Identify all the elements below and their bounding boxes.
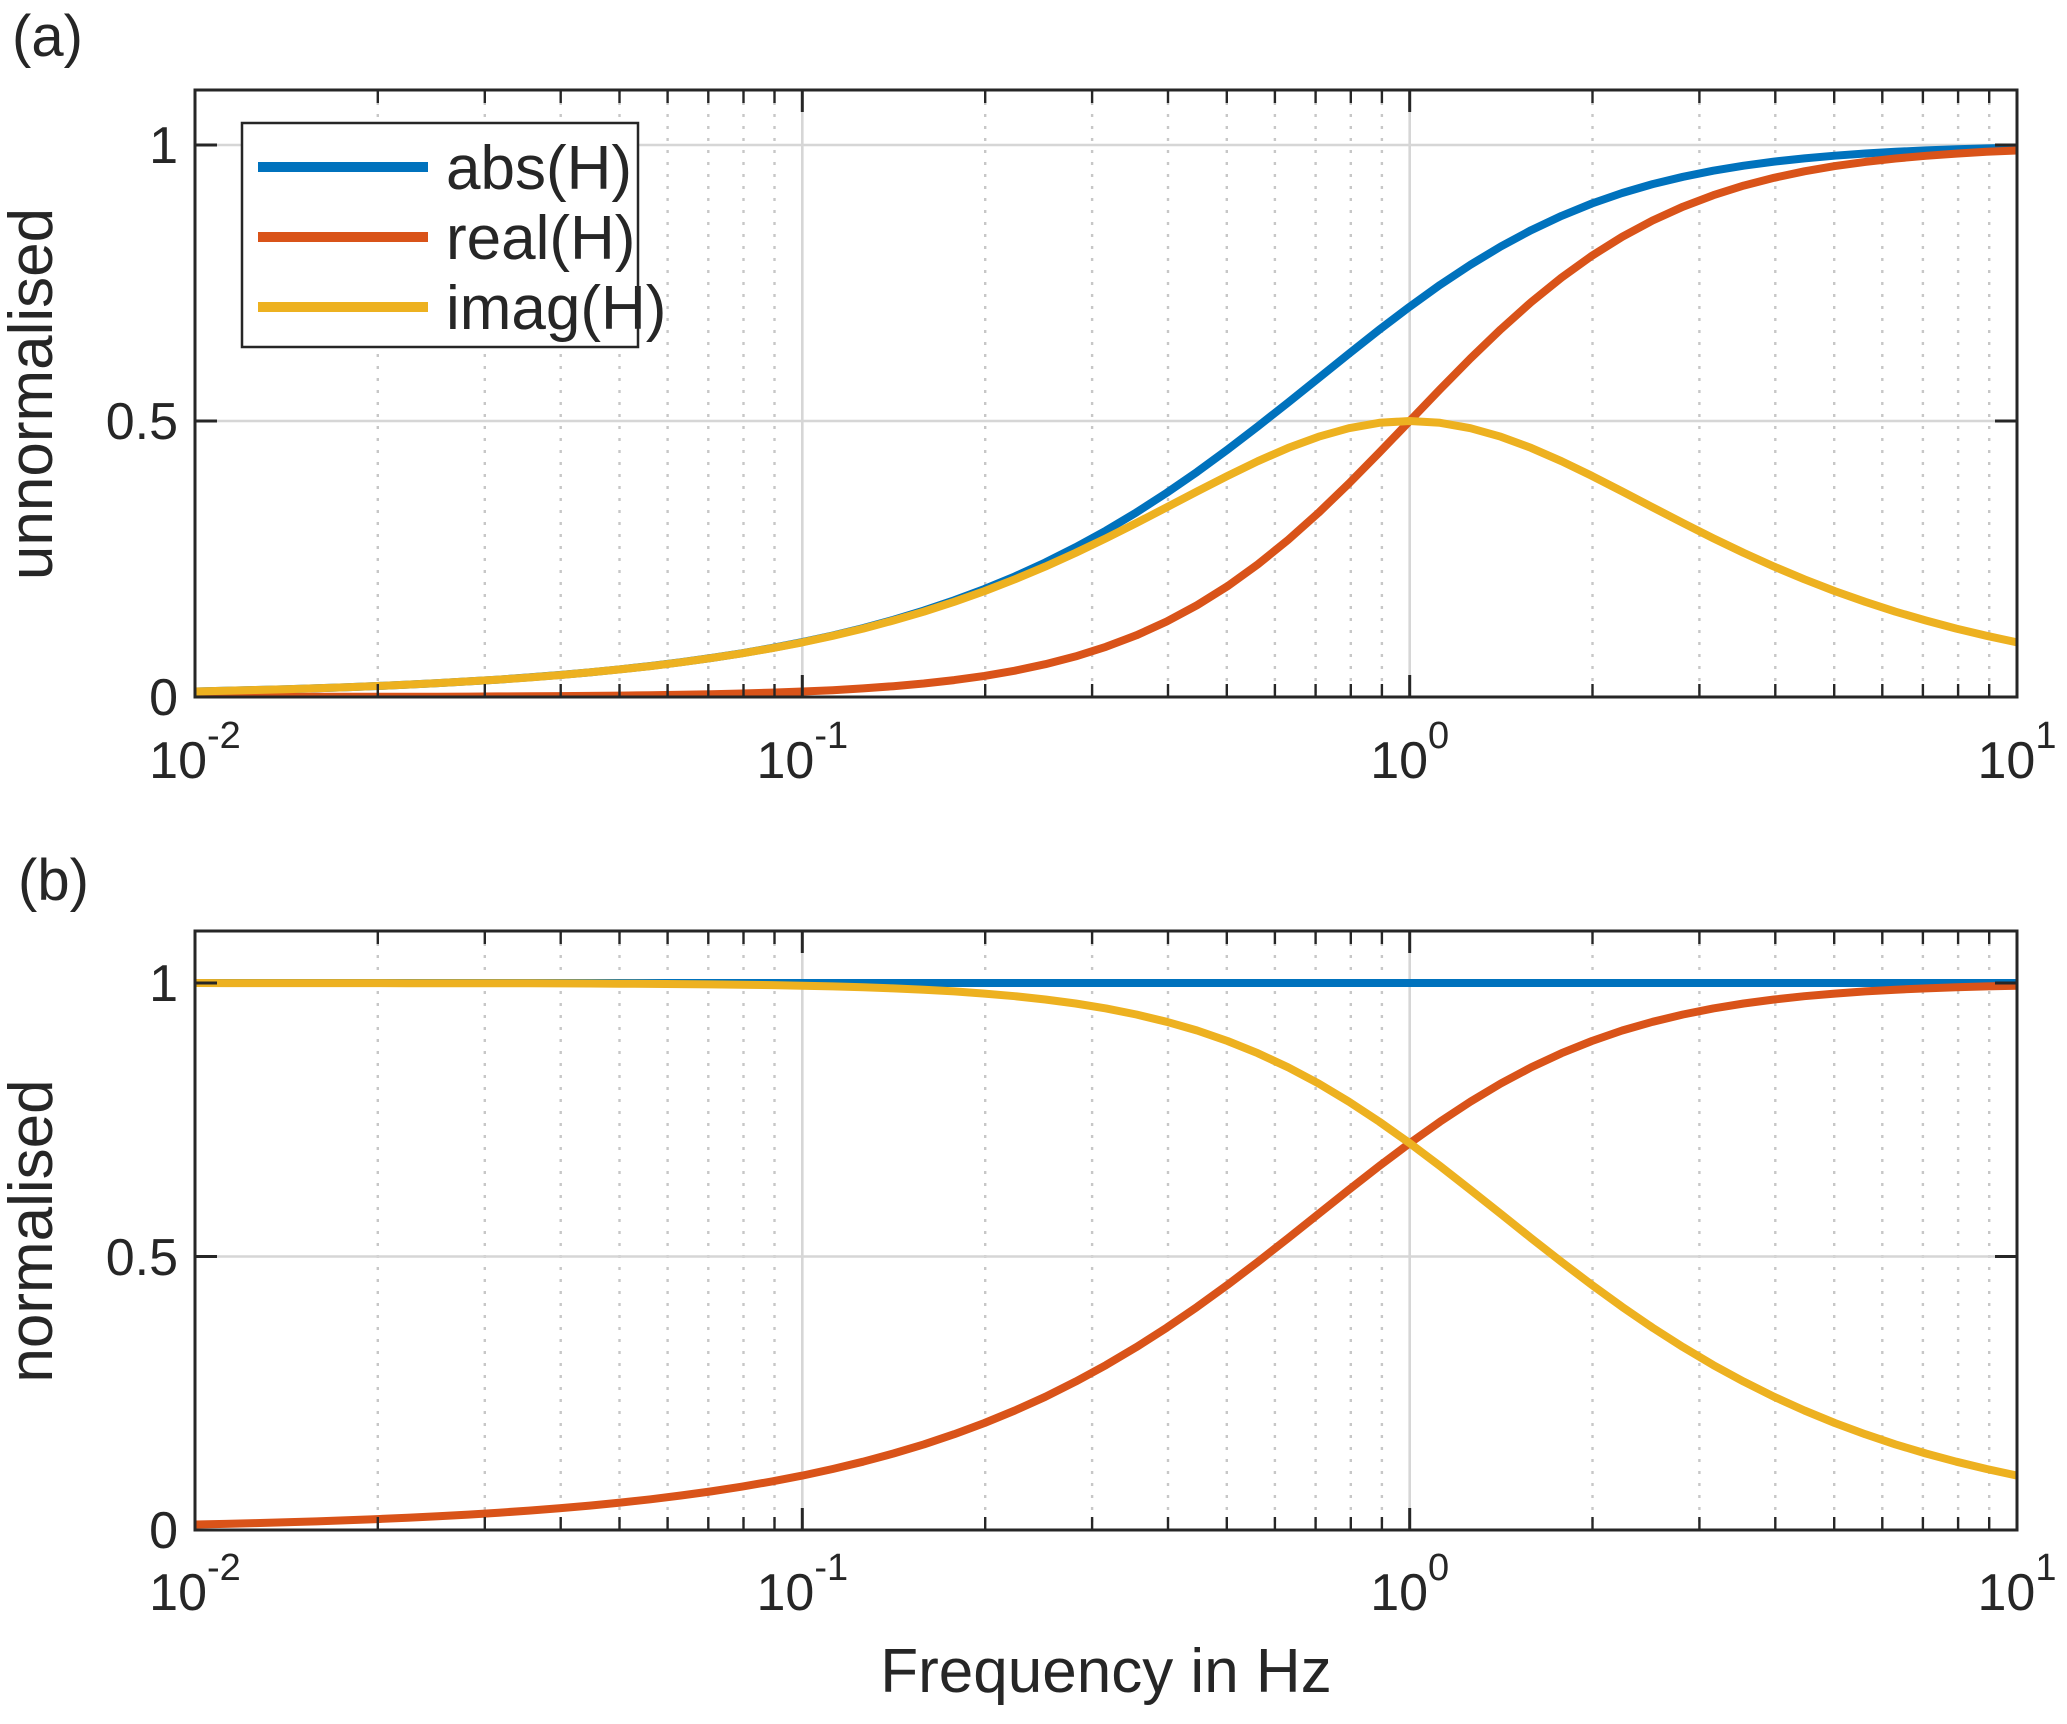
panel-a-ytick-05: 0.5: [106, 393, 178, 451]
panel-b-tag: (b): [18, 848, 89, 913]
x-tick-label: 10-2: [149, 1547, 241, 1622]
legend-label-real: real(H): [446, 204, 635, 273]
panel-a-ytick-1: 1: [149, 117, 178, 175]
panel-a: 10-2 10-1 100 101: [149, 88, 2057, 790]
panel-b-ylabel: normalised: [0, 1079, 66, 1382]
panel-a-ylabel: unnormalised: [0, 208, 66, 580]
axes-box: [193, 88, 2019, 699]
panel-a-ytick-0: 0: [149, 669, 178, 727]
panel-b-ytick-0: 0: [149, 1502, 178, 1560]
panel-b-ytick-1: 1: [149, 955, 178, 1013]
x-tick-label: 10-1: [756, 1547, 848, 1622]
curve-imag-b: [195, 979, 2017, 1480]
axes-box: [193, 929, 2019, 1532]
panel-a-tag: (a): [12, 4, 83, 69]
x-tick-label: 10-1: [756, 715, 848, 790]
x-tick-label: 101: [1978, 1547, 2057, 1622]
curves-group: [195, 979, 2017, 1529]
x-axis-label: Frequency in Hz: [880, 1637, 1331, 1706]
curve-real-b: [195, 981, 2017, 1529]
panel-b-ytick-05: 0.5: [106, 1229, 178, 1287]
x-tick-label: 100: [1370, 715, 1449, 790]
legend-label-imag: imag(H): [446, 274, 666, 343]
legend-label-abs: abs(H): [446, 134, 632, 203]
plot-text-layer: (a) (b) unnormalised normalised Frequenc…: [0, 4, 1332, 1706]
x-tick-label: 100: [1370, 1547, 1449, 1622]
panel-b: 10-2 10-1 100 101: [149, 929, 2057, 1622]
x-tick-label: 101: [1978, 715, 2057, 790]
x-tick-label: 10-2: [149, 715, 241, 790]
curve-imag-a: [195, 417, 2017, 696]
